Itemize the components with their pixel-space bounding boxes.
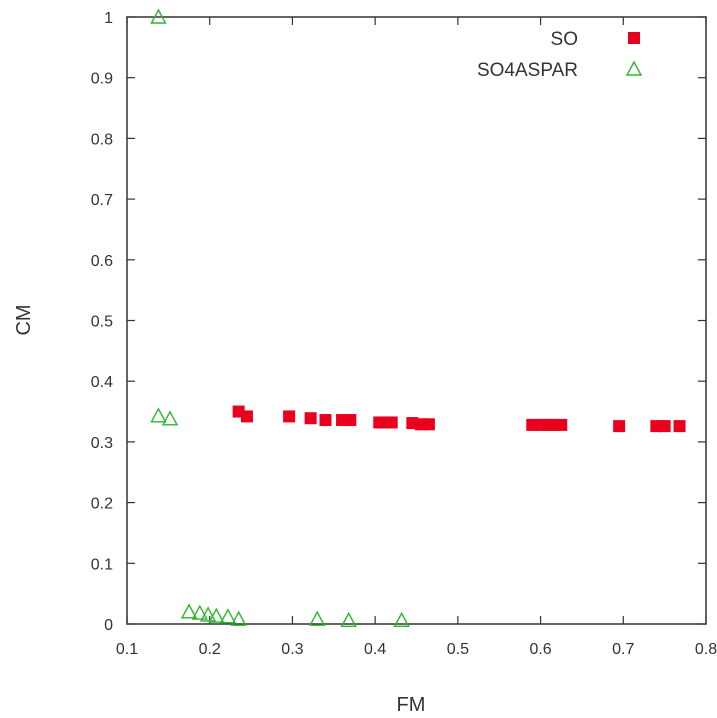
data-point-so	[613, 420, 626, 433]
data-point-so	[344, 414, 357, 427]
data-point-so4aspar	[309, 610, 326, 626]
x-axis-title: FM	[397, 694, 426, 716]
data-point-so	[422, 418, 435, 431]
data-point-so4aspar	[180, 603, 198, 619]
y-tick-label: 0.1	[91, 556, 113, 573]
x-tick-label: 0.6	[529, 641, 551, 658]
x-tick-label: 0.1	[116, 641, 138, 658]
plot-frame	[126, 16, 707, 625]
data-point-so4aspar	[208, 607, 225, 623]
legend: SO SO4ASPAR	[477, 29, 643, 81]
data-point-so	[319, 414, 332, 427]
y-tick-label: 0.8	[91, 131, 113, 148]
y-axis-title: CM	[13, 304, 35, 335]
y-tick-label: 0.6	[91, 253, 113, 270]
y-tick-label: 0.9	[91, 71, 113, 88]
data-point-so4aspar	[219, 608, 237, 624]
series-layer	[150, 8, 686, 628]
y-tick-label: 0	[104, 617, 113, 634]
data-point-so4aspar	[191, 604, 208, 620]
data-point-so4aspar	[340, 611, 357, 628]
y-axis-ticks: 0 0.1 0.2 0.3 0.4 0.5 0.6 0.7 0.8 0.9 1	[91, 10, 706, 634]
y-tick-label: 0.2	[91, 496, 113, 513]
x-tick-label: 0.4	[364, 641, 386, 658]
data-point-so	[385, 416, 398, 429]
x-tick-label: 0.3	[281, 641, 303, 658]
y-tick-label: 0.4	[91, 374, 113, 391]
series-so4aspar	[150, 8, 410, 628]
data-point-so4aspar	[393, 611, 410, 628]
y-tick-label: 0.5	[91, 314, 113, 331]
data-point-so	[240, 410, 253, 423]
legend-marker-so4aspar	[625, 60, 643, 76]
data-point-so4aspar	[150, 407, 167, 423]
data-point-so	[283, 410, 296, 423]
legend-markers	[625, 32, 643, 76]
y-tick-label: 0.3	[91, 435, 113, 452]
x-tick-label: 0.2	[199, 641, 221, 658]
x-tick-label: 0.8	[695, 641, 717, 658]
series-so	[232, 405, 686, 433]
legend-label-so: SO	[551, 29, 578, 50]
data-point-so	[673, 420, 686, 433]
data-point-so	[658, 420, 671, 433]
data-point-so4aspar	[199, 606, 217, 622]
legend-marker-so	[628, 32, 640, 44]
data-point-so4aspar	[230, 610, 247, 626]
x-tick-label: 0.7	[612, 641, 634, 658]
y-tick-label: 1	[104, 10, 113, 27]
x-tick-label: 0.5	[447, 641, 469, 658]
legend-label-so4aspar: SO4ASPAR	[477, 60, 578, 81]
y-tick-label: 0.7	[91, 192, 113, 209]
data-point-so4aspar	[161, 410, 179, 426]
data-point-so4aspar	[150, 8, 167, 24]
data-point-so	[555, 418, 568, 431]
data-point-so	[304, 412, 317, 425]
x-axis-ticks: 0.1 0.2 0.3 0.4 0.5 0.6 0.7 0.8	[116, 17, 717, 658]
